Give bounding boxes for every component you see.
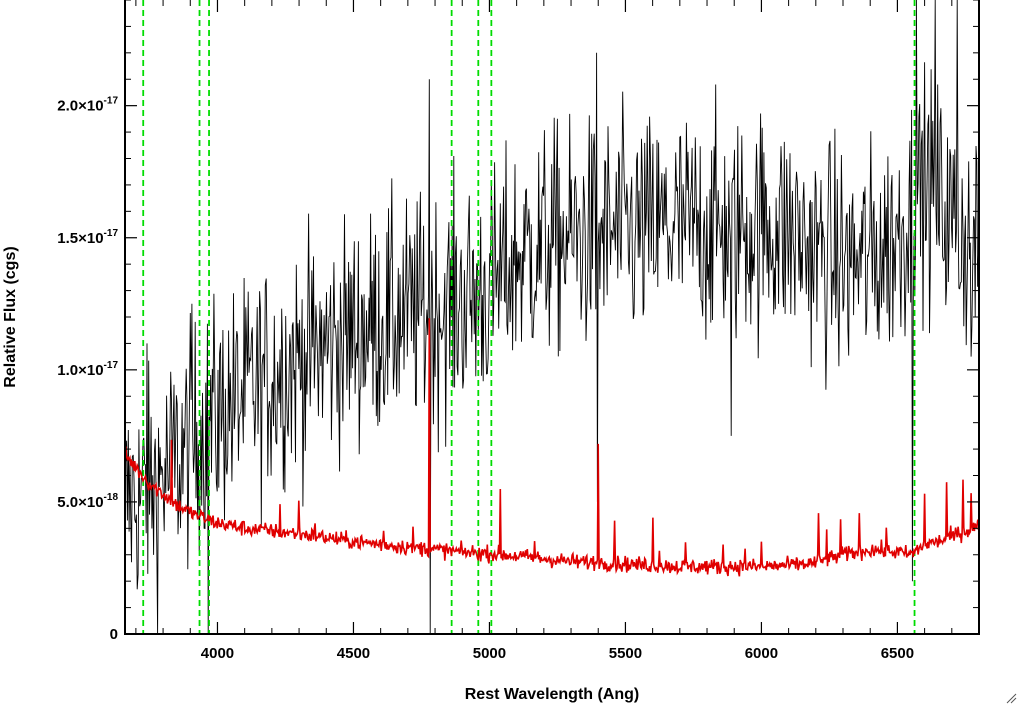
plot-frame — [124, 0, 980, 635]
x-tick-label: 4000 — [201, 645, 234, 662]
model-spectrum-line — [125, 318, 979, 577]
x-tick-label: 6500 — [881, 645, 914, 662]
axes: 4000 4500 5000 5500 6000 6500 0 5.0×10-18 1.0×10… — [57, 0, 980, 662]
y-axis-label: Relative Flux (cgs) — [2, 246, 19, 387]
y-tick-label: 1.0×10-17 — [57, 360, 118, 379]
y-tick-label: 2.0×10-17 — [57, 96, 118, 115]
x-tick-label: 5500 — [609, 645, 642, 662]
plot-area — [125, 0, 979, 634]
x-tick-label: 6000 — [745, 645, 778, 662]
x-axis-label: Rest Wavelength (Ang) — [465, 686, 640, 703]
y-tick-label: 0 — [110, 626, 118, 643]
observed-spectrum-line — [125, 0, 979, 634]
y-tick-label: 1.5×10-17 — [57, 228, 118, 247]
y-tick-label: 5.0×10-18 — [57, 492, 118, 511]
resize-grip-icon[interactable] — [1005, 692, 1017, 704]
x-tick-label: 5000 — [473, 645, 506, 662]
series-area — [125, 0, 979, 634]
x-tick-label: 4500 — [337, 645, 370, 662]
